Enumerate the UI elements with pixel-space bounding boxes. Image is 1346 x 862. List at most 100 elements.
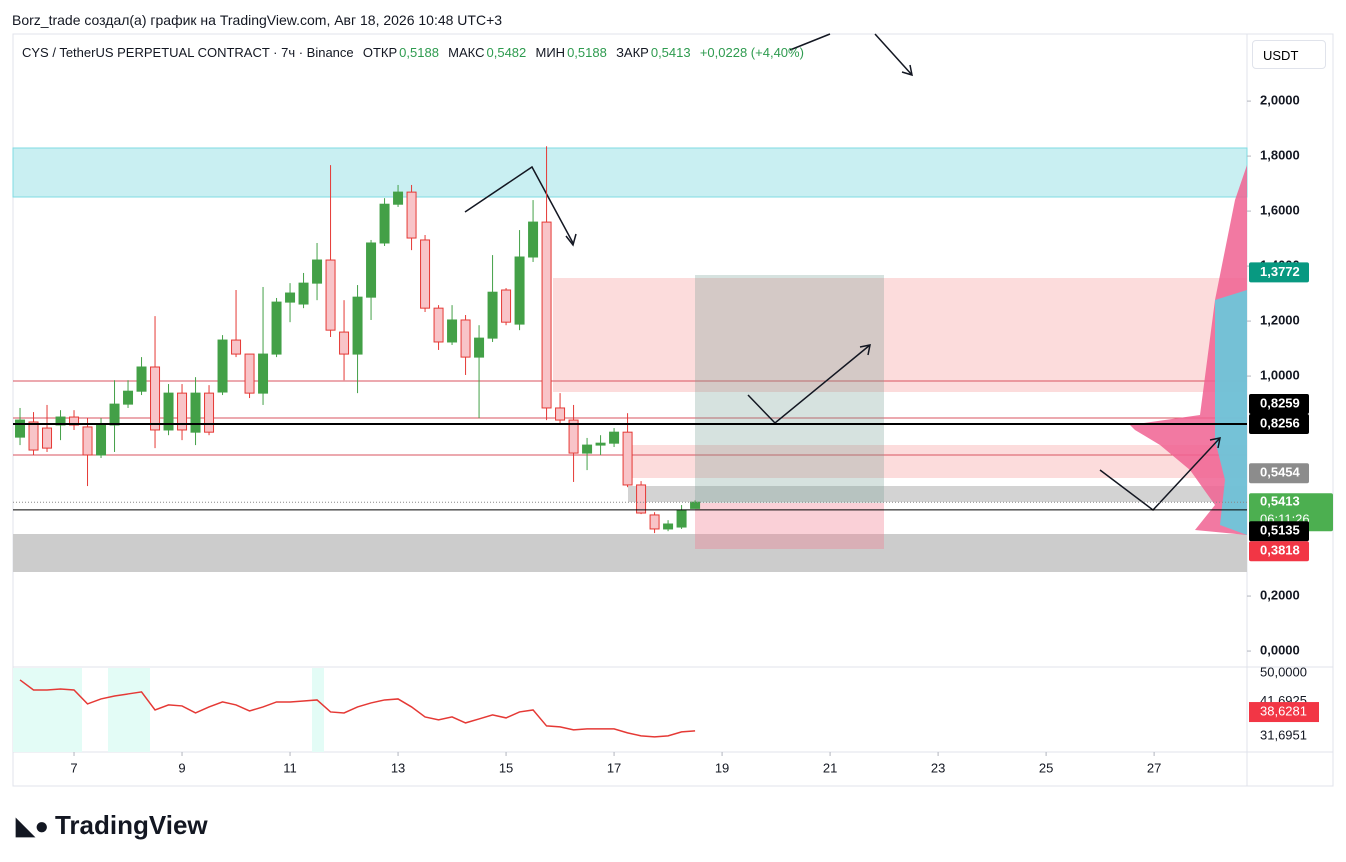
label: ЗАКР xyxy=(616,45,649,60)
price-label: 0,8259 xyxy=(1260,395,1300,410)
candle-body xyxy=(460,319,471,358)
candle-body xyxy=(150,366,161,431)
arrow-head xyxy=(901,64,913,77)
arrow xyxy=(874,33,913,76)
indicator-tick-label: 50,0000 xyxy=(1260,664,1307,679)
zone xyxy=(628,486,1247,502)
candle-body xyxy=(393,191,404,205)
candle-body xyxy=(82,426,93,456)
y-tick-label: 1,8000 xyxy=(1260,148,1300,163)
position-stop xyxy=(695,503,884,549)
zone xyxy=(553,278,1247,392)
candle-body xyxy=(420,239,431,309)
legend: CYS / TetherUS PERPETUAL CONTRACT · 7ч ·… xyxy=(22,45,806,60)
y-tick-label: 0,2000 xyxy=(1260,587,1300,602)
price-label: 0,5413 xyxy=(1260,494,1300,509)
value: 0,5413 xyxy=(650,45,691,60)
candle-body xyxy=(42,427,53,449)
position-target xyxy=(695,275,884,503)
candle-body xyxy=(217,339,228,393)
candle-body xyxy=(258,353,269,394)
price-badge xyxy=(1249,394,1309,415)
label: МАКС xyxy=(448,45,485,60)
price-badge xyxy=(1249,414,1309,435)
candle-body xyxy=(312,259,323,284)
logo-text: TradingView xyxy=(54,810,208,840)
candle-body xyxy=(676,509,687,528)
candle-body xyxy=(406,191,417,239)
candle-body xyxy=(568,419,579,454)
x-tick-label: 17 xyxy=(607,760,621,775)
candle-body xyxy=(325,259,336,331)
symbol: CYS / TetherUS PERPETUAL CONTRACT · 7ч ·… xyxy=(22,45,354,60)
candle-body xyxy=(366,242,377,298)
x-tick-label: 23 xyxy=(931,760,945,775)
price-badge xyxy=(1249,262,1309,283)
y-tick-label: 2,0000 xyxy=(1260,93,1300,108)
candle-body xyxy=(447,319,458,343)
candle-body xyxy=(163,392,174,431)
arrow xyxy=(747,344,871,425)
candle-body xyxy=(28,421,39,451)
x-tick-label: 19 xyxy=(715,760,729,775)
arrow-head xyxy=(565,233,577,247)
candle-body xyxy=(190,392,201,433)
candle-body xyxy=(622,431,633,486)
x-tick-label: 15 xyxy=(499,760,513,775)
candle-body xyxy=(298,282,309,305)
logo: ◣● TradingView xyxy=(16,810,208,841)
value: 0,5482 xyxy=(486,45,527,60)
indicator-price-label: 38,6281 xyxy=(1260,703,1307,718)
price-label: 0,3818 xyxy=(1260,543,1300,558)
label: ОТКР xyxy=(362,45,398,60)
indicator-line xyxy=(19,679,696,738)
candle-body xyxy=(177,392,188,431)
x-tick-label: 21 xyxy=(823,760,837,775)
indicator-highlight xyxy=(13,668,82,752)
candle-body xyxy=(123,390,134,405)
candle-body xyxy=(15,419,26,438)
price-label: 0,5135 xyxy=(1260,523,1300,538)
arrow-head xyxy=(859,344,871,356)
x-tick-label: 11 xyxy=(283,760,297,775)
candle-body xyxy=(379,203,390,244)
candle-body xyxy=(231,339,242,355)
y-tick-label: 1,2000 xyxy=(1260,313,1300,328)
candle-body xyxy=(244,353,255,394)
candle-body xyxy=(96,424,107,456)
price-label: 0,5454 xyxy=(1260,465,1301,480)
candle-body xyxy=(501,289,512,323)
price-label: 0,8256 xyxy=(1260,415,1300,430)
logo-icon: ◣● xyxy=(16,813,49,840)
candle-body xyxy=(339,331,350,355)
zone xyxy=(628,445,1247,478)
currency-button[interactable]: USDT xyxy=(1252,40,1326,69)
y-tick-label: 0,0000 xyxy=(1260,642,1300,657)
arrow-head xyxy=(1209,437,1221,449)
candle-body xyxy=(487,291,498,339)
indicator-highlight xyxy=(108,668,150,752)
y-tick-label: 1,6000 xyxy=(1260,203,1300,218)
candle-body xyxy=(204,392,215,433)
x-tick-label: 7 xyxy=(70,760,77,775)
price-badge xyxy=(1249,463,1309,484)
drawings xyxy=(12,33,1248,752)
candle-body xyxy=(474,337,485,358)
candle-body xyxy=(595,442,606,446)
candle-body xyxy=(109,403,120,426)
zone xyxy=(13,534,1247,572)
x-tick-label: 13 xyxy=(391,760,405,775)
price-badge xyxy=(1249,541,1309,562)
candle-body xyxy=(136,366,147,392)
candle-body xyxy=(514,256,525,325)
candle-body xyxy=(285,292,296,303)
candle-body xyxy=(555,407,566,421)
zone xyxy=(12,147,1248,198)
candle-body xyxy=(636,484,647,514)
candle-body xyxy=(271,301,282,355)
indicator-price-badge xyxy=(1249,702,1319,723)
candle-body xyxy=(609,431,620,444)
arrow xyxy=(464,165,574,244)
